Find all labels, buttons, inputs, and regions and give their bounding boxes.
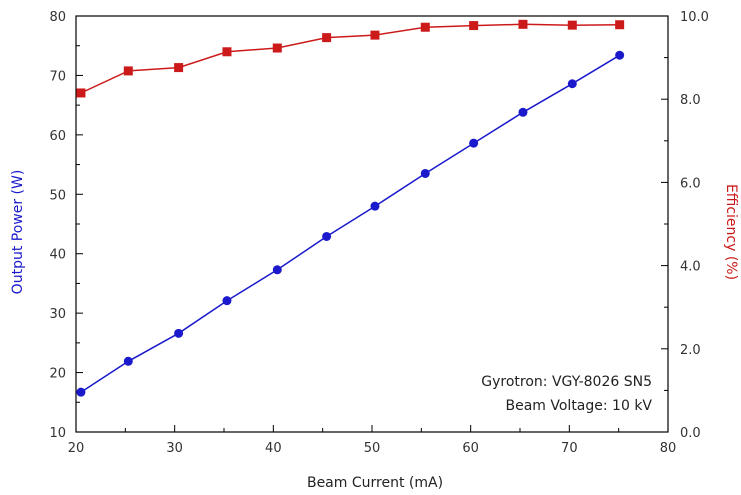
output-power-point xyxy=(174,328,184,338)
efficiency-point xyxy=(469,21,479,31)
efficiency-line xyxy=(80,23,620,94)
efficiency-point xyxy=(567,20,577,30)
efficiency-point xyxy=(222,47,232,57)
y-left-tick-label: 40 xyxy=(49,248,66,263)
y-left-tick-label: 10 xyxy=(49,426,66,441)
efficiency-point xyxy=(76,88,86,98)
output-power-point xyxy=(272,265,282,275)
plot-layer: 20 30 40 50 60 70 8010203040506070800.02.04.06… xyxy=(49,10,709,456)
efficiency-point xyxy=(518,19,528,29)
y-left-tick-label: 30 xyxy=(49,307,66,322)
output-power-point xyxy=(469,138,479,148)
output-power-point xyxy=(615,50,625,60)
output-power-line xyxy=(80,54,621,393)
y-axis-right-title: Efficiency (%) xyxy=(723,184,739,280)
output-power-point xyxy=(322,231,332,241)
x-tick-label: 30 xyxy=(166,441,183,456)
x-tick-label: 20 xyxy=(68,441,85,456)
efficiency-point xyxy=(272,43,282,53)
y-left-tick-label: 60 xyxy=(49,129,66,144)
y-left-tick-label: 50 xyxy=(49,188,66,203)
y-left-tick-label: 70 xyxy=(49,69,66,84)
output-power-series xyxy=(76,50,625,397)
x-tick-label: 80 xyxy=(660,441,677,456)
efficiency-point xyxy=(615,20,625,30)
output-power-point xyxy=(123,356,133,366)
annotation-gyrotron: Gyrotron: VGY-8026 SN5 xyxy=(481,374,652,390)
y-axis-left-title: Output Power (W) xyxy=(10,170,26,295)
plot-frame xyxy=(75,15,669,433)
x-tick-label: 50 xyxy=(364,441,381,456)
x-tick-label: 40 xyxy=(265,441,282,456)
y-right-tick-label: 6.0 xyxy=(680,176,701,191)
series-layer xyxy=(76,19,625,397)
efficiency-point xyxy=(322,33,332,43)
y-left-tick-label: 20 xyxy=(49,367,66,382)
efficiency-point xyxy=(420,22,430,32)
x-tick-label: 70 xyxy=(561,441,578,456)
y-right-tick-label: 10.0 xyxy=(680,10,709,25)
output-power-point xyxy=(76,387,86,397)
efficiency-series xyxy=(76,19,625,98)
y-right-tick-label: 2.0 xyxy=(680,343,701,358)
efficiency-point xyxy=(174,63,184,73)
y-right-tick-label: 0.0 xyxy=(680,426,701,441)
x-axis-title: Beam Current (mA) xyxy=(307,475,443,491)
annotation-block: Gyrotron: VGY-8026 SN5 Beam Voltage: 10 … xyxy=(481,374,652,414)
y-right-tick-label: 4.0 xyxy=(680,260,701,275)
y-left-tick-label: 80 xyxy=(49,10,66,25)
output-power-point xyxy=(518,107,528,117)
output-power-point xyxy=(370,201,380,211)
y-right-tick-label: 8.0 xyxy=(680,93,701,108)
efficiency-point xyxy=(123,66,133,76)
output-power-point xyxy=(222,296,232,306)
x-tick-label: 60 xyxy=(462,441,479,456)
annotation-beam-voltage: Beam Voltage: 10 kV xyxy=(505,398,652,414)
output-power-point xyxy=(567,79,577,89)
efficiency-point xyxy=(370,30,380,40)
output-power-point xyxy=(420,168,430,178)
